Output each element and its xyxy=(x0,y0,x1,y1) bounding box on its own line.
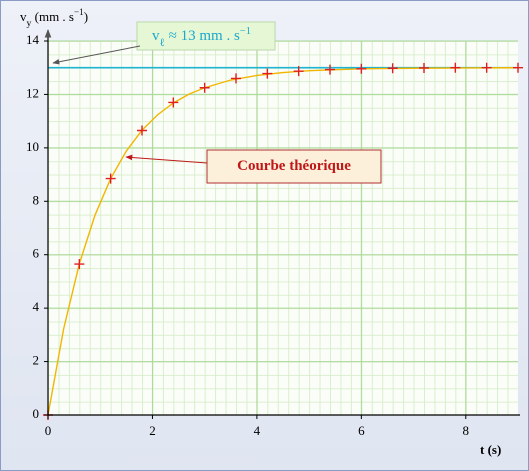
label-part: −1 xyxy=(240,26,251,37)
annotation-arrow xyxy=(52,45,141,65)
y-tick-label: 0 xyxy=(33,406,40,421)
label-part: (mm . s xyxy=(31,9,74,24)
data-point xyxy=(199,82,210,93)
y-tick-label: 14 xyxy=(26,32,40,47)
label-part: ℓ xyxy=(160,37,165,49)
label-part: −1 xyxy=(74,7,84,17)
y-tick-label: 12 xyxy=(26,85,39,100)
annotation: vℓ ≈ 13 mm . s−1 xyxy=(152,26,251,49)
x-tick-label: 2 xyxy=(149,423,156,438)
data-point xyxy=(419,62,429,73)
data-point xyxy=(137,125,147,136)
data-point xyxy=(105,173,116,184)
data-point xyxy=(481,62,492,73)
y-tick-label: 8 xyxy=(33,192,40,207)
label-part: v xyxy=(152,28,160,44)
data-point xyxy=(356,63,367,74)
data-point xyxy=(325,64,335,75)
data-point xyxy=(231,73,241,84)
label-part: y xyxy=(27,18,32,29)
x-tick-label: 8 xyxy=(463,423,470,438)
x-tick-label: 4 xyxy=(254,423,261,438)
label-part: ≈ 13 mm . s xyxy=(165,28,240,44)
data-point xyxy=(293,66,304,77)
annotation-box xyxy=(206,149,382,184)
label-part: Courbe théorique xyxy=(237,158,351,174)
data-point xyxy=(168,97,179,108)
y-tick-label: 6 xyxy=(33,246,40,261)
data-point xyxy=(513,62,523,73)
minor-grid xyxy=(48,41,518,415)
y-tick-label: 2 xyxy=(33,353,40,368)
data-point xyxy=(450,62,461,73)
x-tick-label: 6 xyxy=(358,423,365,438)
data-point xyxy=(262,68,273,79)
x-tick-label: 0 xyxy=(45,423,52,438)
annotation-arrow xyxy=(125,154,208,164)
y-tick-label: 4 xyxy=(33,299,40,314)
data-point xyxy=(74,259,85,270)
label-part: v xyxy=(20,9,27,24)
label-part: ) xyxy=(84,9,88,24)
y-tick-label: 10 xyxy=(26,139,39,154)
y-axis-label: vy (mm . s−1) xyxy=(20,7,88,29)
data-point xyxy=(387,63,398,74)
annotation: Courbe théorique xyxy=(237,158,351,174)
annotation-box xyxy=(136,21,276,51)
x-axis-label: t (s) xyxy=(480,442,501,457)
